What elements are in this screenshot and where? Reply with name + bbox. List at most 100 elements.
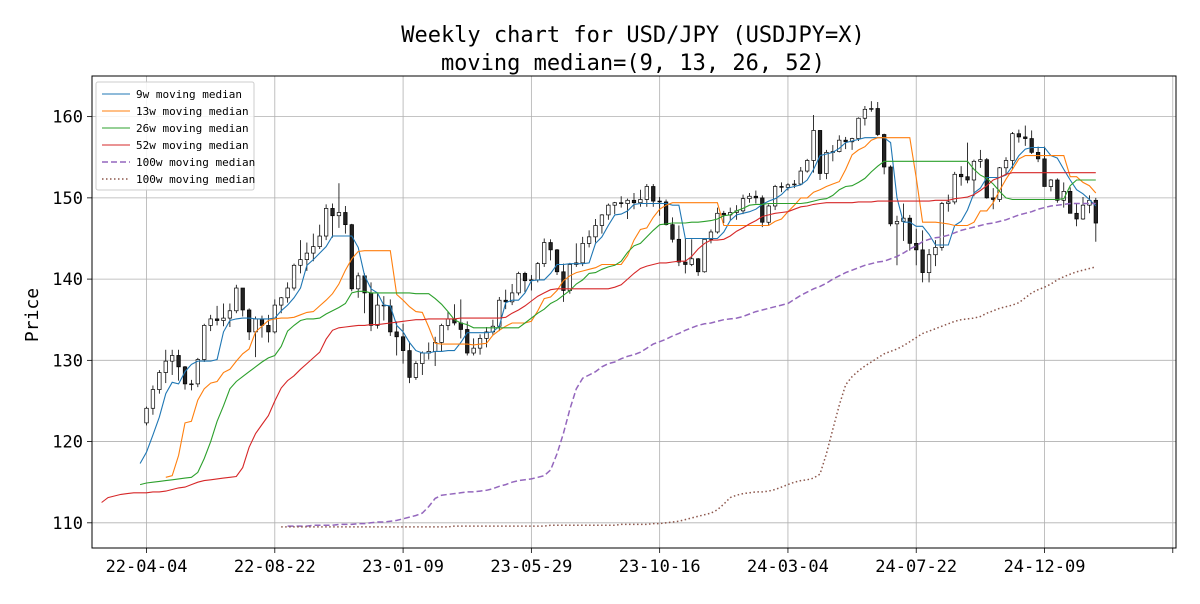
candle-body	[317, 235, 322, 247]
candle-body	[638, 199, 643, 204]
legend-label: 100w moving median	[136, 173, 255, 186]
series-line-5	[281, 266, 1096, 528]
candle-body	[279, 297, 284, 306]
candle-body	[439, 325, 444, 343]
y-tick-label: 110	[52, 514, 83, 534]
candle-body	[894, 221, 900, 225]
series-line-1	[165, 137, 1097, 478]
candle-body	[670, 224, 675, 240]
series-line-0	[139, 137, 1097, 464]
candle-body	[875, 108, 880, 135]
candle-body	[420, 352, 425, 364]
candle-body	[311, 246, 316, 254]
legend-label: 9w moving median	[136, 88, 242, 101]
candle-body	[368, 292, 374, 326]
x-tick-label: 23-01-09	[362, 557, 444, 577]
candle-body	[1023, 136, 1028, 139]
candle-body	[792, 183, 797, 186]
candle-body	[959, 173, 964, 178]
candle-body	[785, 184, 791, 188]
x-tick-label: 23-05-29	[490, 557, 572, 577]
candle-body	[285, 287, 290, 299]
y-tick-label: 130	[52, 351, 83, 371]
legend: 9w moving median 13w moving median 26w mov…	[95, 81, 255, 191]
candle-body	[882, 134, 887, 168]
legend-label: 52w moving median	[136, 139, 249, 152]
candle-body	[926, 254, 932, 273]
candle-body	[869, 108, 874, 110]
candle-body	[221, 317, 226, 321]
candle-body	[170, 355, 175, 362]
candle-body	[862, 108, 868, 119]
candle-body	[805, 160, 810, 172]
candle-body	[663, 201, 669, 226]
legend-label: 26w moving median	[136, 122, 249, 135]
candle-body	[696, 258, 701, 273]
candle-body	[715, 212, 720, 233]
candle-body	[356, 275, 361, 290]
legend-box	[95, 81, 255, 191]
candle-body	[811, 130, 816, 161]
candle-body	[772, 186, 778, 207]
candle-body	[721, 212, 726, 216]
chart-subtitle: moving median=(9, 13, 26, 52)	[441, 51, 825, 76]
candle-body	[798, 170, 803, 185]
y-axis-label: Price	[22, 288, 43, 342]
candle-body	[1010, 133, 1015, 161]
candle-body	[580, 243, 585, 264]
candle-body	[702, 238, 707, 273]
candle-body	[760, 197, 765, 223]
candle-body	[484, 331, 489, 339]
candle-body	[182, 366, 188, 385]
candle-body	[978, 159, 983, 162]
candle-body	[413, 363, 419, 378]
candle-body	[1003, 160, 1009, 169]
candlesticks	[144, 101, 1098, 426]
moving-median-lines	[101, 137, 1097, 528]
candle-body	[843, 139, 848, 143]
candle-body	[343, 212, 348, 226]
x-tick-label: 22-04-04	[106, 557, 188, 577]
series-line-4	[287, 202, 1096, 527]
chart-title: Weekly chart for USD/JPY (USDJPY=X)	[401, 23, 865, 48]
candle-body	[253, 318, 258, 333]
series-line-2	[139, 160, 1096, 486]
candle-body	[465, 329, 470, 354]
candle-body	[522, 273, 528, 282]
candle-body	[1087, 199, 1092, 206]
candle-body	[445, 318, 451, 326]
plot-frame	[91, 75, 1177, 549]
x-tick-label: 23-10-16	[619, 557, 701, 577]
candle-body	[606, 204, 611, 216]
candle-body	[336, 212, 342, 217]
candle-body	[856, 117, 861, 139]
candle-body	[458, 322, 463, 330]
candle-body	[510, 292, 515, 303]
candle-body	[240, 287, 245, 311]
candle-body	[330, 208, 335, 217]
candle-body	[817, 130, 823, 174]
candle-body	[920, 249, 925, 273]
candle-body	[599, 214, 605, 226]
x-tick-label: 24-07-22	[875, 557, 957, 577]
candle-body	[407, 350, 412, 378]
candle-body	[535, 263, 540, 281]
candle-body	[548, 242, 553, 251]
candle-body	[324, 208, 329, 237]
candle-body	[657, 200, 662, 203]
candle-body	[163, 360, 168, 373]
candle-body	[1068, 191, 1073, 214]
candle-body	[952, 173, 957, 203]
candle-body	[631, 199, 637, 204]
candle-body	[753, 195, 758, 199]
candle-body	[567, 264, 572, 291]
candle-body	[1055, 179, 1060, 201]
candle-body	[689, 258, 694, 265]
candle-body	[683, 261, 688, 265]
candle-body	[1029, 138, 1034, 153]
candle-body	[516, 273, 521, 294]
candle-body	[150, 389, 156, 409]
candle-body	[542, 242, 547, 265]
candle-body	[651, 186, 656, 202]
